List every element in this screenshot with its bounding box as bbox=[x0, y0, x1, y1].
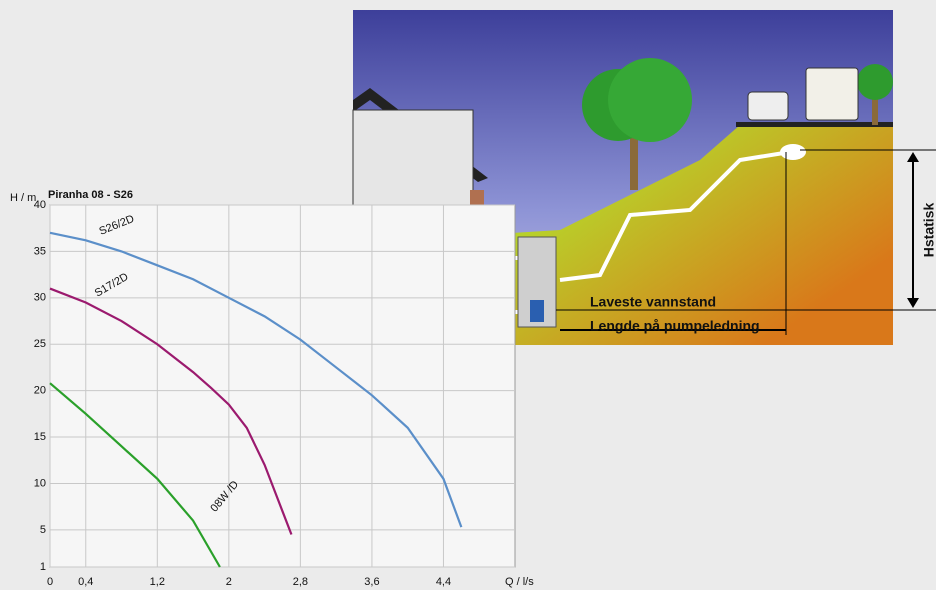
x-tick-label: 2 bbox=[226, 576, 232, 588]
x-tick-label: 0 bbox=[47, 576, 53, 588]
road bbox=[736, 122, 893, 127]
chart-title: Piranha 08 - S26 bbox=[48, 189, 133, 201]
y-tick-label: 35 bbox=[34, 245, 46, 257]
outlet bbox=[780, 144, 806, 160]
series-line bbox=[49, 287, 293, 535]
y-tick-label: 5 bbox=[40, 524, 46, 536]
y-tick-label: 10 bbox=[34, 477, 46, 489]
pump bbox=[530, 300, 544, 322]
y-tick-label: 15 bbox=[34, 431, 46, 443]
annotation: Hstatisk bbox=[921, 203, 936, 258]
x-axis-label: Q / l/s bbox=[505, 576, 534, 588]
series-line bbox=[49, 382, 221, 568]
x-tick-label: 2,8 bbox=[293, 576, 308, 588]
x-tick-label: 3,6 bbox=[364, 576, 379, 588]
x-tick-label: 0,4 bbox=[78, 576, 93, 588]
x-tick-label: 4,4 bbox=[436, 576, 451, 588]
series-line bbox=[49, 231, 463, 528]
y-axis-label: H / m bbox=[10, 192, 36, 204]
y-tick-label: 40 bbox=[34, 199, 46, 211]
annotation: Lengde på pumpeledning bbox=[590, 318, 760, 334]
cars bbox=[747, 67, 859, 121]
plot-area bbox=[49, 204, 516, 568]
y-tick-label: 1 bbox=[40, 561, 46, 573]
annotation: Laveste vannstand bbox=[590, 294, 716, 310]
x-tick-label: 1,2 bbox=[150, 576, 165, 588]
trees bbox=[582, 58, 893, 190]
y-tick-label: 30 bbox=[34, 292, 46, 304]
y-tick-label: 25 bbox=[34, 338, 46, 350]
y-tick-label: 20 bbox=[34, 385, 46, 397]
